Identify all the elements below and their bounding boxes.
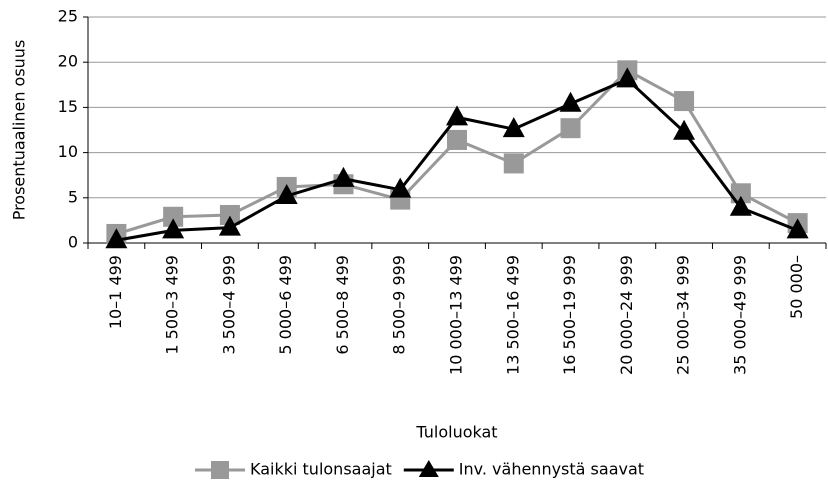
marker bbox=[218, 215, 241, 236]
x-axis-title: Tuloluokat bbox=[415, 423, 497, 442]
y-tick-label: 0 bbox=[68, 233, 78, 252]
marker bbox=[447, 129, 467, 150]
x-tick-label: 16 500–19 999 bbox=[560, 255, 579, 375]
y-tick-label: 20 bbox=[58, 52, 78, 71]
legend-marker bbox=[211, 461, 229, 479]
marker bbox=[332, 166, 355, 187]
legend-label: Kaikki tulonsaajat bbox=[250, 460, 392, 479]
marker bbox=[162, 218, 185, 239]
marker bbox=[729, 195, 752, 216]
x-tick-label: 20 000–24 999 bbox=[617, 255, 636, 375]
x-tick-label: 25 000–34 999 bbox=[674, 255, 693, 375]
marker bbox=[674, 91, 695, 112]
marker bbox=[389, 177, 412, 198]
y-tick-label: 15 bbox=[58, 97, 78, 116]
marker bbox=[560, 118, 581, 139]
marker bbox=[275, 183, 298, 204]
x-tick-label: 13 500–16 499 bbox=[503, 255, 522, 375]
x-tick-label: 6 500–8 499 bbox=[333, 255, 352, 355]
x-tick-label: 8 500–9 999 bbox=[390, 255, 409, 355]
marker bbox=[673, 119, 696, 140]
marker bbox=[219, 204, 240, 225]
y-tick-label: 25 bbox=[58, 7, 78, 26]
legend-label: Inv. vähennystä saavat bbox=[459, 460, 644, 479]
marker bbox=[163, 206, 184, 227]
x-tick-label: 10 000–13 499 bbox=[447, 255, 466, 375]
x-tick-label: 35 000–49 999 bbox=[730, 255, 749, 375]
x-tick-label: 3 500–4 999 bbox=[219, 255, 238, 355]
marker bbox=[105, 228, 128, 249]
y-tick-label: 5 bbox=[68, 187, 78, 206]
marker bbox=[559, 91, 582, 112]
x-tick-label: 50 000– bbox=[787, 255, 806, 319]
y-axis-title: Prosentuaalinen osuus bbox=[10, 40, 29, 221]
y-tick-label: 10 bbox=[58, 142, 78, 161]
marker bbox=[786, 218, 809, 239]
marker bbox=[730, 183, 751, 204]
marker bbox=[503, 153, 524, 174]
legend-marker bbox=[418, 460, 439, 477]
x-tick-label: 10–1 499 bbox=[106, 255, 125, 329]
x-tick-label: 5 000–6 499 bbox=[276, 255, 295, 355]
marker bbox=[616, 67, 639, 88]
x-tick-label: 1 500–3 499 bbox=[163, 255, 182, 355]
marker bbox=[502, 117, 525, 138]
marker bbox=[446, 105, 468, 126]
